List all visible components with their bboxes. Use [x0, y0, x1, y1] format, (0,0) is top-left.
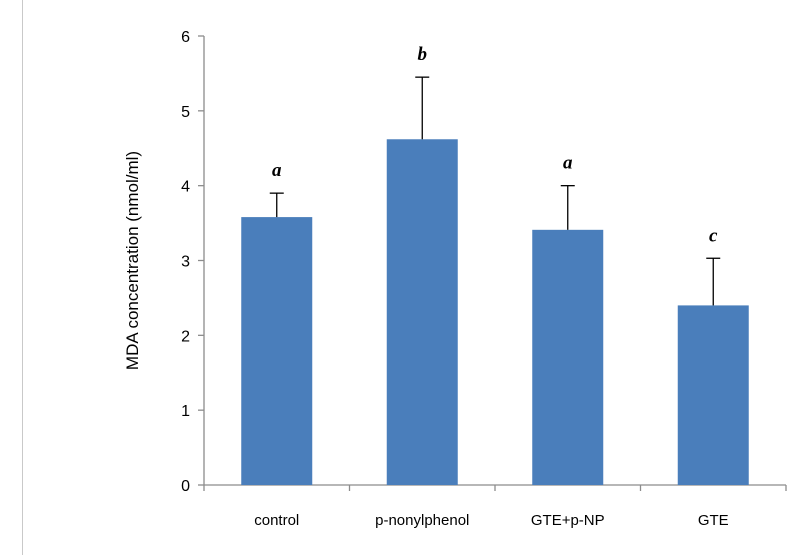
y-tick-label: 1	[181, 403, 190, 420]
y-tick-label: 3	[181, 254, 190, 271]
x-tick-label: p-nonylphenol	[375, 512, 469, 529]
y-tick-label: 4	[181, 179, 190, 196]
y-tick-label: 6	[181, 29, 190, 46]
bar	[532, 229, 604, 485]
y-axis: 0 1 2 3 4 5 6	[181, 29, 205, 495]
y-tick-label: 0	[181, 478, 190, 495]
significance-label: a	[272, 160, 282, 181]
image-left-border	[22, 0, 23, 555]
y-tick-label: 2	[181, 328, 190, 345]
bar	[677, 305, 749, 485]
significance-label: b	[418, 44, 428, 65]
x-tick-label: control	[254, 512, 299, 529]
significance-labels: a b a c	[272, 44, 718, 246]
x-tick-label: GTE+p-NP	[531, 512, 605, 529]
bars	[241, 139, 749, 485]
y-axis-title: MDA concentration (nmol/ml)	[123, 151, 142, 370]
x-axis: control p-nonylphenol GTE+p-NP GTE	[203, 484, 787, 529]
significance-label: a	[563, 153, 573, 174]
x-tick-label: GTE	[698, 512, 729, 529]
y-tick-label: 5	[181, 104, 190, 121]
bar	[241, 217, 313, 485]
significance-label: c	[709, 225, 718, 246]
bar	[386, 139, 458, 485]
error-bars	[269, 76, 721, 306]
